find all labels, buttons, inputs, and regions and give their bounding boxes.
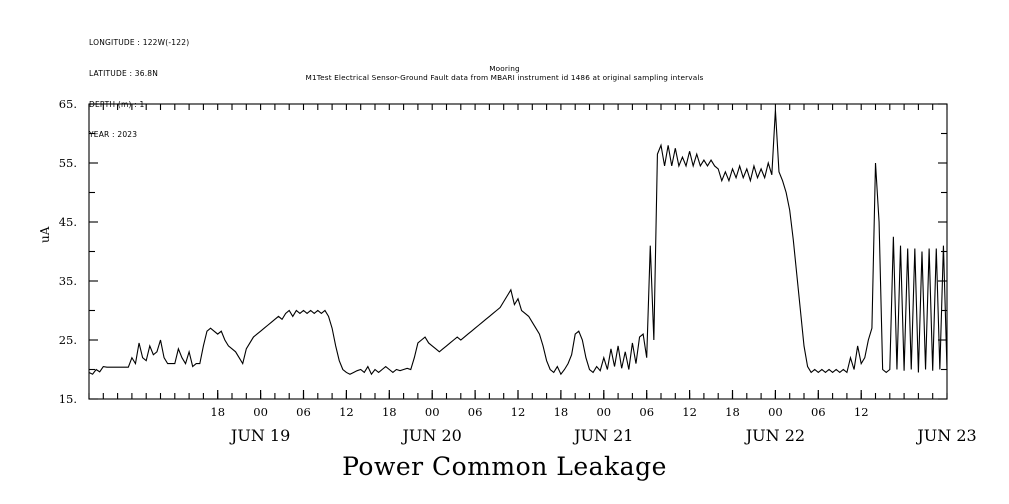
x-tick-label: 18 [725,405,740,419]
longitude-text: LONGITUDE : 122W(-122) [89,38,190,48]
x-day-label: JUN 19 [229,426,290,445]
x-tick-label: 12 [682,405,697,419]
y-tick-label: 15. [59,392,77,406]
mooring-title: Mooring [489,64,520,73]
x-tick-label: 06 [639,405,654,419]
x-tick-label: 06 [811,405,826,419]
x-day-label: JUN 21 [572,426,633,445]
x-tick-label: 00 [596,405,611,419]
y-tick-label: 35. [59,274,77,288]
plot-frame [88,103,948,400]
y-tick-label: 65. [59,97,77,111]
x-tick-label: 12 [339,405,354,419]
y-tick-label: 55. [59,156,77,170]
x-tick-label: 18 [554,405,569,419]
y-tick-label: 25. [59,333,77,347]
x-tick-label: 00 [425,405,440,419]
x-tick-label: 18 [382,405,397,419]
x-tick-label: 06 [296,405,311,419]
year-text: YEAR : 2023 [89,130,138,140]
page-title: Power Common Leakage [342,452,667,481]
x-tick-label: 00 [768,405,783,419]
data-series-line [88,109,948,376]
x-tick-label: 00 [253,405,268,419]
x-day-label: JUN 22 [744,426,805,445]
x-tick-label: 18 [210,405,225,419]
x-day-label: JUN 20 [401,426,462,445]
x-tick-label: 06 [468,405,483,419]
y-tick-label: 45. [59,215,77,229]
x-day-label: JUN 23 [915,426,976,445]
x-tick-label: 12 [511,405,526,419]
chart-subtitle: M1Test Electrical Sensor-Ground Fault da… [305,73,704,82]
x-tick-label: 12 [854,405,869,419]
latitude-text: LATITUDE : 36.8N [89,69,159,79]
